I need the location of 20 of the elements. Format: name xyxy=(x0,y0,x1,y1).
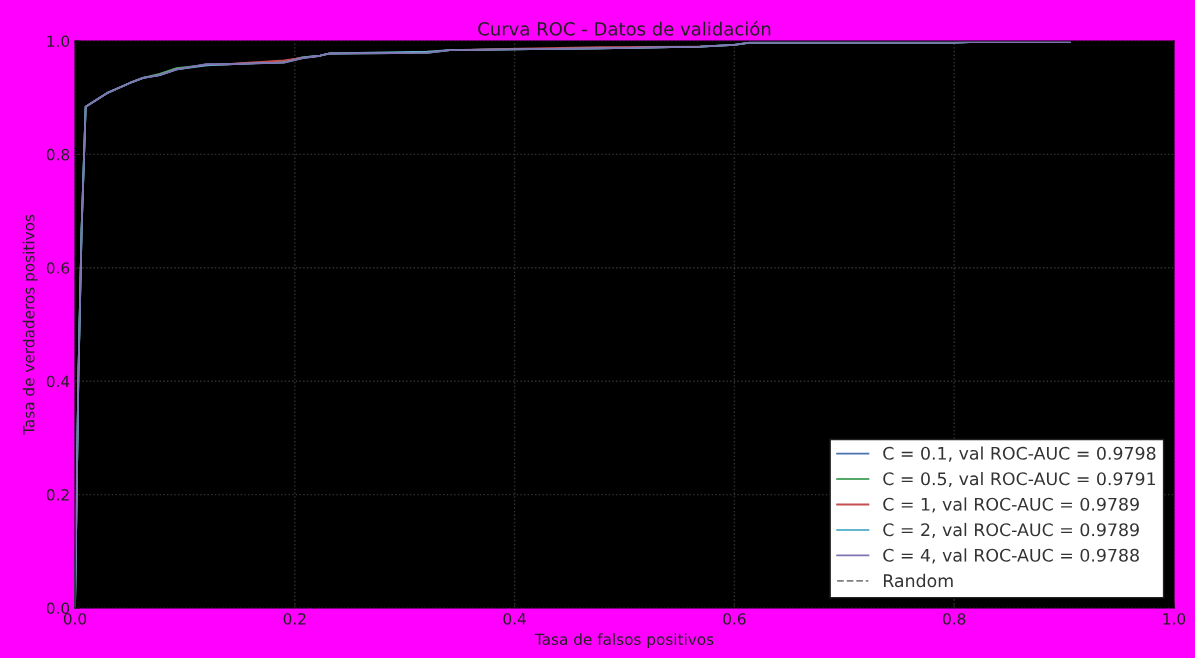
legend-label: C = 2, val ROC-AUC = 0.9789 xyxy=(883,522,1139,539)
x-tick-label: 0.6 xyxy=(723,613,746,625)
x-tick-label: 0.4 xyxy=(503,613,526,625)
chart-title: Curva ROC - Datos de validación xyxy=(478,21,771,36)
x-tick-label: 0.0 xyxy=(63,613,87,625)
y-tick-label: 0.2 xyxy=(46,489,69,501)
y-tick-label: 0.6 xyxy=(46,262,70,274)
y-axis-title: Tasa de verdaderos positivos xyxy=(22,214,38,435)
x-tick-label: 0.2 xyxy=(283,613,306,625)
x-tick-label: 0.8 xyxy=(943,613,966,625)
y-tick-label: 0.8 xyxy=(46,148,70,161)
y-tick-label: 0.4 xyxy=(46,375,70,388)
legend-label: C = 0.1, val ROC-AUC = 0.9798 xyxy=(883,446,1156,462)
legend-label: C = 4, val ROC-AUC = 0.9788 xyxy=(883,548,1139,564)
legend-label: C = 0.5, val ROC-AUC = 0.9791 xyxy=(883,471,1156,488)
x-tick-label: 1.0 xyxy=(1163,613,1186,625)
legend-label: C = 1, val ROC-AUC = 0.9789 xyxy=(883,497,1139,513)
x-axis-title: Tasa de falsos positivos xyxy=(534,633,714,648)
legend-label: Random xyxy=(883,573,953,588)
y-tick-label: 1.0 xyxy=(47,35,70,48)
